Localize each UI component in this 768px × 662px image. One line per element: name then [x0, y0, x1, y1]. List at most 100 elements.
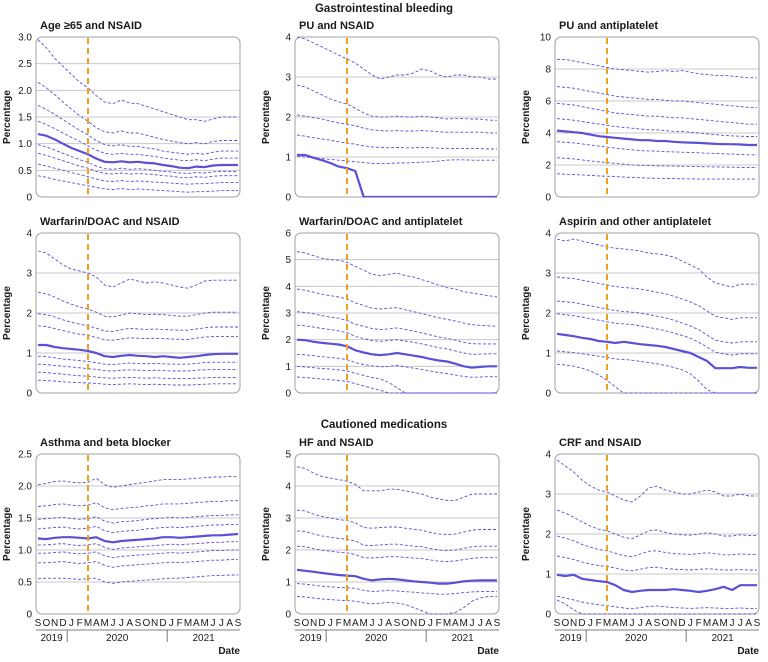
- percentile-line: [37, 144, 238, 174]
- panel-title: Warfarin/DOAC and NSAID: [40, 216, 180, 228]
- percentile-line: [37, 120, 238, 162]
- y-tick-label: 4: [285, 482, 291, 493]
- x-tick-label: A: [385, 618, 392, 629]
- x-tick-label: M: [84, 618, 92, 629]
- y-tick-label: 0.5: [18, 578, 32, 589]
- percentile-line: [296, 155, 497, 164]
- percentile-line: [556, 141, 757, 156]
- x-tick-label: J: [638, 618, 643, 629]
- y-tick-label: 4: [545, 229, 551, 240]
- plot-frame: [35, 453, 241, 615]
- x-year-label: 2020: [365, 633, 388, 644]
- panel-title: Warfarin/DOAC and antiplatelet: [299, 216, 463, 228]
- y-tick-label: 0: [26, 389, 32, 400]
- percentile-line: [37, 355, 238, 366]
- x-tick-label: O: [301, 618, 309, 629]
- y-tick-label: 2: [26, 309, 32, 320]
- y-tick-label: 0: [545, 193, 551, 204]
- x-tick-label: N: [410, 618, 417, 629]
- x-tick-label: N: [51, 618, 58, 629]
- percentile-line: [296, 365, 497, 394]
- x-tick-label: N: [151, 618, 158, 629]
- x-tick-label: J: [730, 618, 735, 629]
- x-tick-label: A: [485, 618, 492, 629]
- panel-title: CRF and NSAID: [559, 437, 642, 449]
- x-tick-label: F: [436, 618, 442, 629]
- y-tick-label: 1: [285, 578, 291, 589]
- x-tick-label: O: [142, 618, 150, 629]
- x-tick-label: F: [177, 618, 183, 629]
- x-tick-label: S: [394, 618, 401, 629]
- median-line: [37, 133, 238, 170]
- y-tick-label: 2: [545, 309, 551, 320]
- percentile-line: [37, 475, 238, 488]
- percentile-line: [37, 163, 238, 185]
- percentile-line: [556, 599, 757, 615]
- x-year-label: 2021: [451, 633, 474, 644]
- plot-frame: [554, 453, 760, 615]
- y-tick-label: 4: [285, 33, 291, 44]
- percentile-line: [37, 500, 238, 511]
- plot-frame: [554, 36, 760, 198]
- y-tick-label: 5: [285, 450, 291, 461]
- section-title-cautioned-medications: Cautioned medications: [321, 419, 448, 431]
- percentile-line: [556, 535, 757, 558]
- y-axis-label: Percentage: [521, 90, 532, 144]
- y-tick-label: 3: [285, 309, 291, 320]
- y-axis-label: Percentage: [2, 90, 13, 144]
- percentile-line: [296, 583, 497, 595]
- x-tick-label: A: [352, 618, 359, 629]
- percentile-line: [37, 291, 238, 318]
- x-tick-label: A: [193, 618, 200, 629]
- percentile-line: [556, 276, 757, 320]
- percentile-line: [296, 288, 498, 327]
- y-tick-label: 1: [26, 349, 32, 360]
- percentile-line: [296, 114, 497, 134]
- percentile-line: [556, 238, 757, 288]
- x-tick-label: D: [418, 618, 425, 629]
- x-tick-label: S: [554, 618, 561, 629]
- x-tick-label: J: [328, 618, 333, 629]
- y-tick-label: 0: [26, 193, 32, 204]
- x-tick-label: A: [712, 618, 719, 629]
- y-tick-label: 1.5: [18, 514, 32, 525]
- percentile-line: [296, 376, 497, 394]
- plot-frame: [35, 36, 241, 198]
- x-tick-label: D: [159, 618, 166, 629]
- percentile-line: [37, 523, 238, 534]
- percentile-line: [37, 363, 238, 372]
- percentile-line: [37, 104, 238, 155]
- x-tick-label: S: [135, 618, 142, 629]
- x-tick-label: J: [470, 618, 475, 629]
- median-line: [37, 532, 239, 544]
- y-tick-label: 4: [545, 129, 551, 140]
- percentile-line: [556, 157, 757, 169]
- x-tick-label: J: [370, 618, 375, 629]
- y-tick-label: 1: [545, 570, 551, 581]
- median-line: [38, 343, 238, 359]
- y-tick-label: 3.0: [18, 33, 32, 44]
- median-line: [297, 153, 497, 198]
- x-tick-label: F: [336, 618, 342, 629]
- y-axis-label: Percentage: [521, 286, 532, 340]
- x-tick-label: A: [126, 618, 133, 629]
- y-tick-label: 0: [285, 610, 291, 621]
- y-tick-label: 5: [285, 255, 291, 266]
- x-tick-label: D: [318, 618, 325, 629]
- y-tick-label: 1.5: [18, 113, 32, 124]
- percentile-line: [556, 509, 757, 540]
- percentile-line: [37, 574, 238, 584]
- x-tick-label: M: [100, 618, 108, 629]
- percentile-line: [556, 300, 757, 344]
- x-tick-label: M: [719, 618, 727, 629]
- x-axis-label: Date: [218, 646, 240, 657]
- x-axis-label: Date: [737, 646, 759, 657]
- x-tick-label: N: [570, 618, 577, 629]
- y-tick-label: 0: [545, 610, 551, 621]
- y-tick-label: 6: [545, 97, 551, 108]
- median-line: [556, 573, 757, 594]
- x-tick-label: S: [235, 618, 242, 629]
- x-tick-label: J: [478, 618, 483, 629]
- x-tick-label: J: [378, 618, 383, 629]
